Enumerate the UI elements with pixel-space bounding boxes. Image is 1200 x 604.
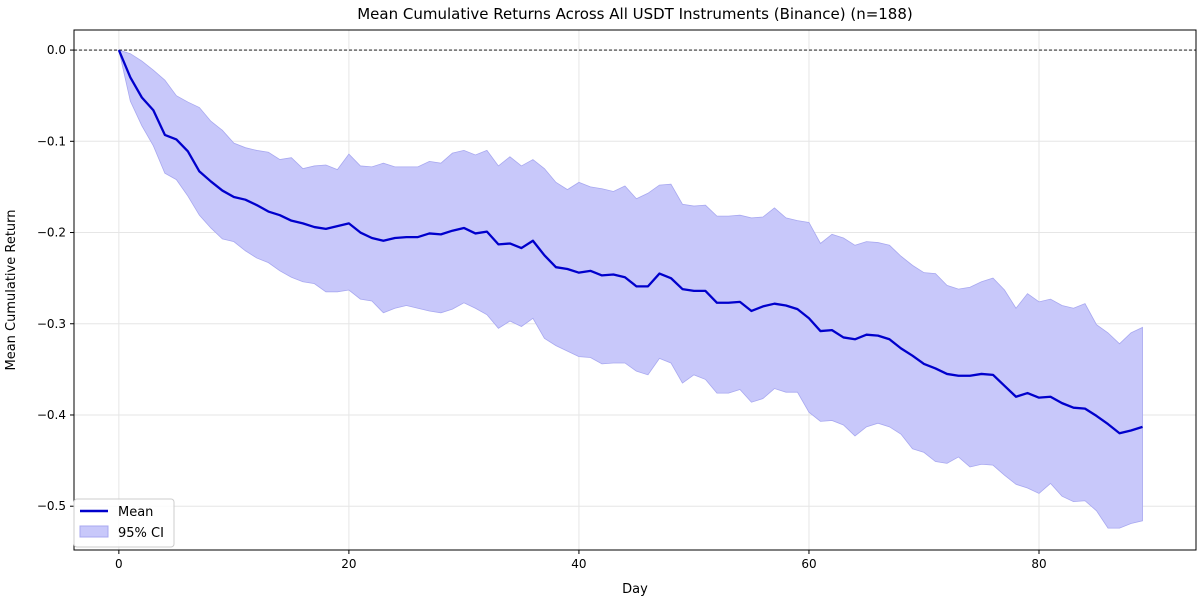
x-tick-label: 40	[571, 557, 586, 571]
mean-line	[117, 49, 1143, 435]
legend-ci-swatch	[79, 525, 109, 538]
y-tick-label: −0.3	[37, 317, 66, 331]
legend-mean-label: Mean	[118, 505, 153, 520]
y-tick-label: −0.4	[37, 408, 66, 422]
y-tick-label: −0.1	[37, 134, 66, 148]
x-tick-label: 20	[341, 557, 356, 571]
chart-title: Mean Cumulative Returns Across All USDT …	[357, 5, 913, 23]
y-tick-label: −0.2	[37, 226, 66, 240]
y-tick-label: −0.5	[37, 499, 66, 513]
legend-ci-label: 95% CI	[118, 526, 164, 541]
ci-band	[118, 49, 1143, 529]
x-tick-label: 80	[1031, 557, 1046, 571]
ticks: 0 20 40 60 80 0.0 −0.1 −0.2 −0.3 −0.4 −0.5	[37, 43, 1047, 571]
y-tick-label: 0.0	[47, 43, 66, 57]
legend: Mean 95% CI	[73, 498, 175, 548]
plot-frame	[73, 29, 1197, 551]
x-tick-label: 0	[115, 557, 123, 571]
x-tick-label: 60	[801, 557, 816, 571]
y-axis-label: Mean Cumulative Return	[4, 209, 19, 370]
x-axis-label: Day	[622, 582, 648, 597]
